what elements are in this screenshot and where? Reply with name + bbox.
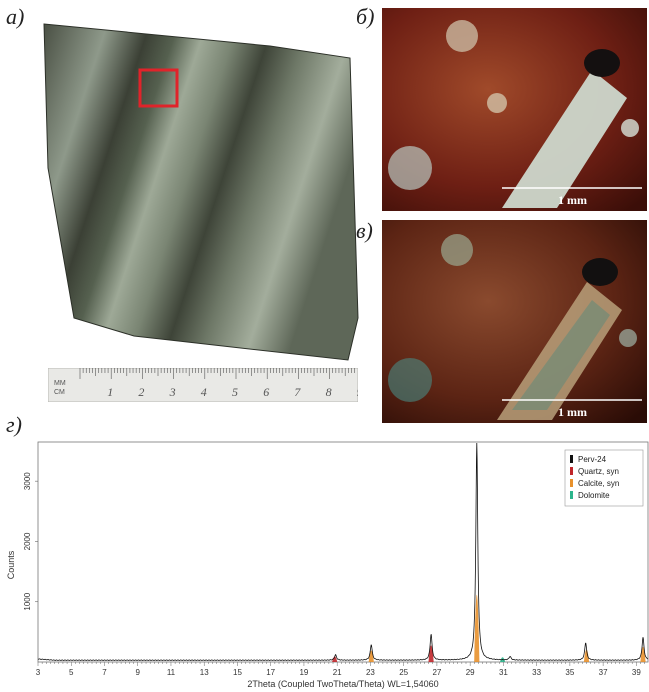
- x-tick-label: 23: [366, 668, 375, 677]
- ruler-unit-cm: CM: [54, 389, 65, 396]
- ruler: MM CM 1 2 3 4 5 6 7 8 9: [48, 368, 358, 402]
- panel-label-g: г): [6, 412, 22, 437]
- x-tick-label: 37: [599, 668, 608, 677]
- y-axis-title: Counts: [6, 550, 16, 579]
- x-tick-label: 39: [632, 668, 641, 677]
- chart-legend: Perv-24 Quartz, syn Calcite, syn Dolomite: [564, 449, 644, 507]
- ruler-number: 9: [357, 385, 358, 399]
- rock-sample-photo: [43, 23, 359, 361]
- y-tick-label: 3000: [23, 472, 32, 490]
- x-tick-label: 3: [36, 668, 41, 677]
- panel-label-v: в): [356, 218, 373, 243]
- legend-entry-label: Perv-24: [578, 455, 607, 464]
- legend-entry-label: Calcite, syn: [578, 479, 619, 488]
- highlight-box: [138, 68, 179, 108]
- x-tick-label: 5: [69, 668, 74, 677]
- measured-pattern-line: [37, 442, 648, 661]
- y-tick-label: 1000: [23, 592, 32, 610]
- ruler-number: 4: [201, 385, 207, 399]
- xrd-chart: 3 5 7 9 11 13 15 17 19 21 23 25 27 29 31 33 35 37 39 10002…: [6, 441, 649, 689]
- x-tick-label: 19: [299, 668, 308, 677]
- legend-entry-label: Dolomite: [578, 491, 610, 500]
- legend-box: [564, 449, 644, 507]
- panel-label-b: б): [356, 4, 375, 29]
- ruler-unit-mm: MM: [54, 380, 66, 387]
- ruler-number: 5: [232, 385, 238, 399]
- x-tick-label: 31: [499, 668, 508, 677]
- x-tick-label: 15: [233, 668, 242, 677]
- legend-entry-label: Quartz, syn: [578, 467, 619, 476]
- micrograph-b: 1 mm: [382, 8, 647, 211]
- x-tick-label: 29: [466, 668, 475, 677]
- reference-stick: [474, 594, 480, 662]
- x-axis-title: 2Theta (Coupled TwoTheta/Theta) WL=1,540…: [247, 679, 438, 689]
- x-tick-label: 11: [167, 668, 176, 677]
- x-tick-label: 27: [432, 668, 441, 677]
- legend-swatch: [570, 467, 573, 475]
- x-tick-label: 25: [399, 668, 408, 677]
- ruler-number: 7: [294, 385, 301, 399]
- scale-bar-v-label: 1 mm: [558, 405, 587, 419]
- scale-bar-b-label: 1 mm: [558, 193, 587, 207]
- ruler-number: 3: [169, 385, 176, 399]
- reference-stick: [332, 656, 338, 662]
- x-tick-label: 35: [565, 668, 574, 677]
- x-tick-label: 17: [266, 668, 275, 677]
- y-tick-label: 2000: [23, 532, 32, 550]
- x-tick-label: 7: [102, 668, 107, 677]
- ruler-number: 6: [263, 385, 269, 399]
- x-tick-label: 21: [333, 668, 342, 677]
- legend-swatch: [570, 455, 573, 463]
- x-tick-label: 33: [532, 668, 541, 677]
- legend-swatch: [570, 491, 573, 499]
- panel-label-a: а): [6, 4, 25, 29]
- plot-area: [37, 441, 649, 663]
- ruler-number: 8: [326, 385, 332, 399]
- legend-swatch: [570, 479, 573, 487]
- micrograph-v: 1 mm: [382, 220, 647, 423]
- x-tick-label: 9: [136, 668, 141, 677]
- ruler-number: 2: [138, 385, 144, 399]
- ruler-number: 1: [107, 385, 113, 399]
- reference-stick: [583, 649, 590, 662]
- x-tick-label: 13: [200, 668, 209, 677]
